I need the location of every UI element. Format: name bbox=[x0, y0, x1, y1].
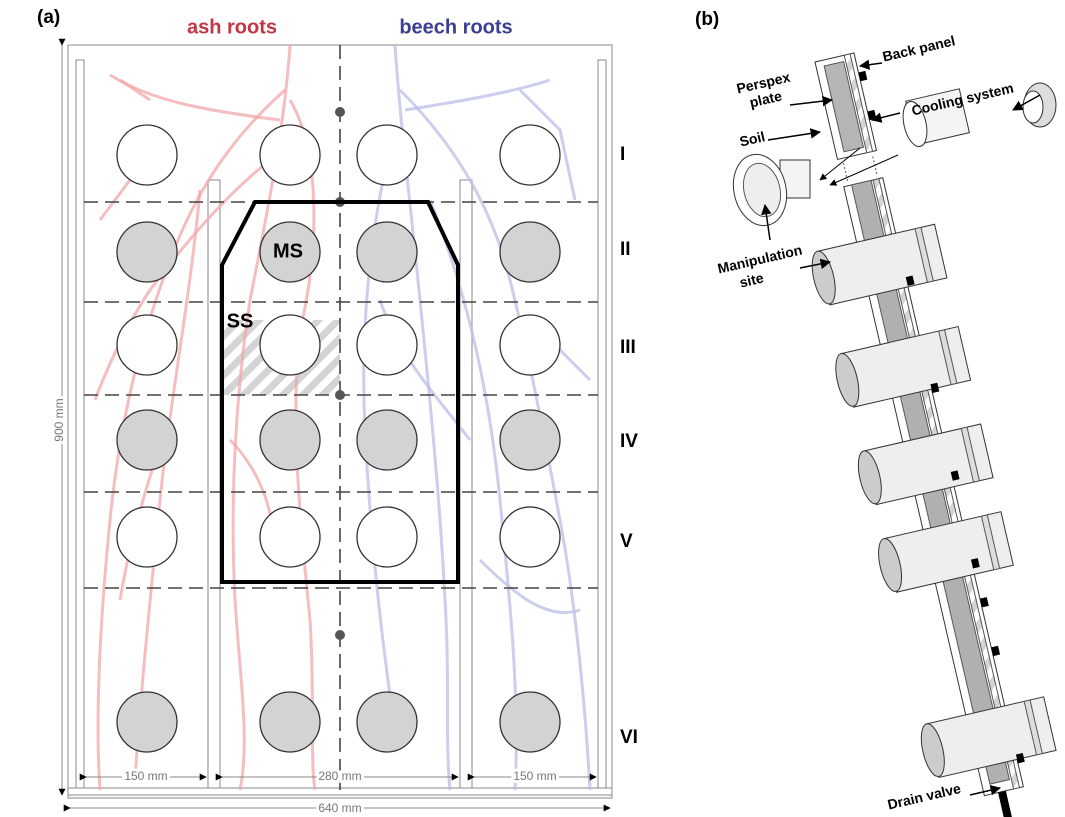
panel-b: (b) bbox=[695, 9, 1065, 817]
sampling-circle bbox=[500, 315, 560, 375]
row-label: IV bbox=[620, 431, 638, 452]
sampling-circle bbox=[357, 125, 417, 185]
height-label: 900 mm bbox=[52, 398, 66, 441]
sampling-circle bbox=[357, 410, 417, 470]
row-label: VI bbox=[620, 727, 638, 748]
sampling-circle bbox=[500, 222, 560, 282]
sampling-circle bbox=[260, 125, 320, 185]
row-label: I bbox=[620, 144, 625, 165]
panel-label: (b) bbox=[695, 9, 719, 30]
column-width-label: 150 mm bbox=[124, 769, 167, 783]
column-width-label: 280 mm bbox=[318, 769, 361, 783]
panel-label: (a) bbox=[37, 7, 60, 28]
sampling-circle bbox=[500, 692, 560, 752]
sampling-circle bbox=[117, 410, 177, 470]
width-label: 640 mm bbox=[318, 801, 361, 815]
part-label: site bbox=[738, 269, 765, 290]
beech-label: beech roots bbox=[399, 16, 512, 38]
column-width-label: 150 mm bbox=[513, 769, 556, 783]
sampling-circle bbox=[260, 410, 320, 470]
sampling-circle bbox=[260, 507, 320, 567]
sampling-circle bbox=[357, 692, 417, 752]
panel-a: (a) ash roots beech roots MS SS 900 mm 6… bbox=[37, 7, 638, 815]
sampling-circle bbox=[117, 507, 177, 567]
sampling-circle bbox=[117, 315, 177, 375]
sampling-circle bbox=[117, 692, 177, 752]
sampling-circle bbox=[500, 507, 560, 567]
figure: (a) ash roots beech roots MS SS 900 mm 6… bbox=[0, 0, 1065, 817]
sampling-circle bbox=[357, 315, 417, 375]
sampling-circle bbox=[500, 125, 560, 185]
ss-label: SS bbox=[227, 310, 254, 332]
ash-label: ash roots bbox=[187, 16, 277, 38]
row-label: V bbox=[620, 531, 633, 552]
row-label: III bbox=[620, 337, 636, 358]
part-label: Back panel bbox=[881, 32, 957, 64]
part-label: Soil bbox=[738, 128, 767, 149]
sampling-circle bbox=[117, 222, 177, 282]
sampling-circle bbox=[357, 222, 417, 282]
part-label: Drain valve bbox=[886, 780, 963, 812]
sampling-circle bbox=[260, 315, 320, 375]
row-label: II bbox=[620, 239, 631, 260]
sampling-circle bbox=[500, 410, 560, 470]
sampling-circle bbox=[260, 692, 320, 752]
sampling-circle bbox=[357, 507, 417, 567]
ms-label: MS bbox=[273, 240, 303, 262]
sampling-circle bbox=[117, 125, 177, 185]
